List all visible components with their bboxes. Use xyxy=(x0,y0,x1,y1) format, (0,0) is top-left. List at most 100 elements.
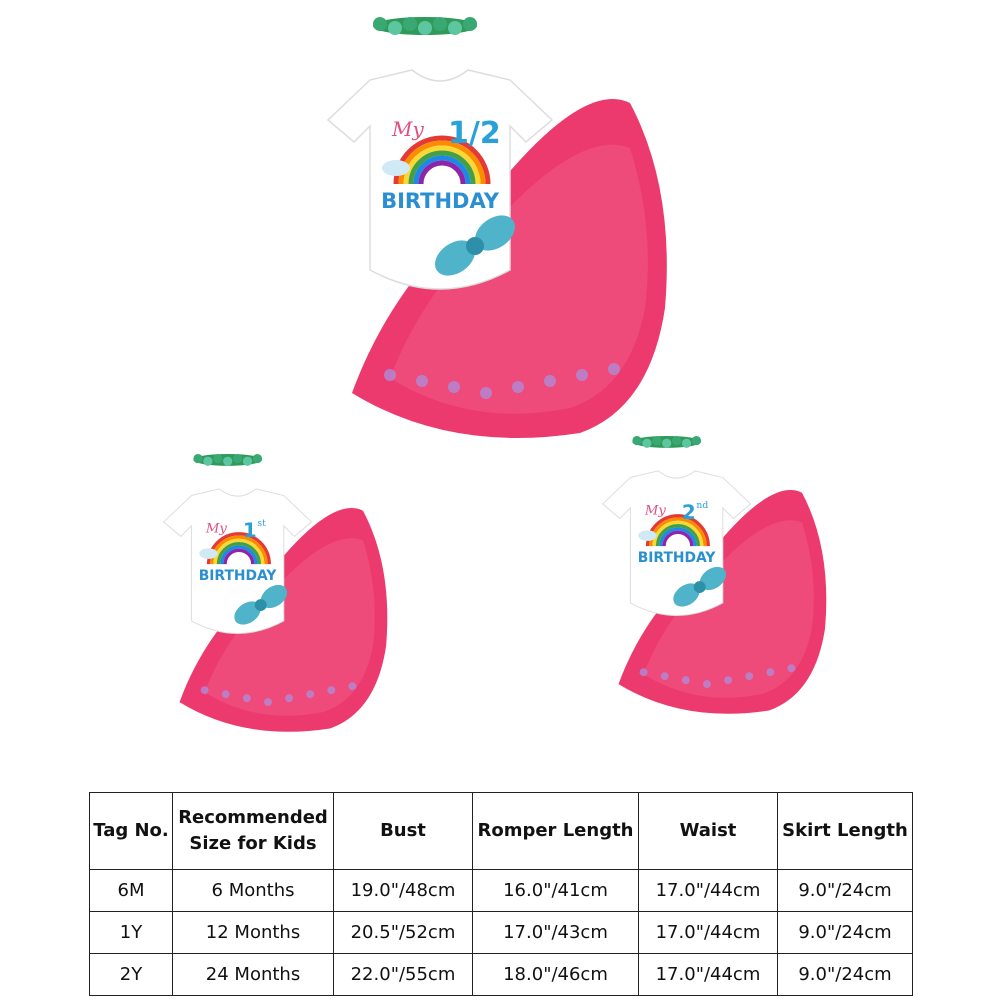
headband-flower xyxy=(632,435,642,446)
table-cell: 9.0"/24cm xyxy=(777,869,913,912)
headband-flower xyxy=(193,453,203,464)
table-row: 1Y 12 Months 20.5"/52cm 17.0"/43cm 17.0"/44c… xyxy=(89,911,913,954)
table-cell: 6 Months xyxy=(172,869,334,912)
tutu-butterfly xyxy=(766,668,775,677)
rainbow-arc xyxy=(216,542,262,565)
romper-word: BIRTHDAY xyxy=(381,189,500,213)
tutu-butterfly xyxy=(221,690,230,699)
tutu-butterfly xyxy=(416,375,428,387)
headband-flower xyxy=(388,21,402,35)
table-cell: 16.0"/41cm xyxy=(472,869,639,912)
table-body: 6M 6 Months 19.0"/48cm 16.0"/41cm 17.0"/44cm… xyxy=(89,869,913,996)
table-cell: 1Y xyxy=(89,911,173,954)
cloud xyxy=(638,530,657,541)
romper-suffix: nd xyxy=(696,500,708,511)
table-cell: 18.0"/46cm xyxy=(472,953,639,996)
bow-right xyxy=(699,566,727,591)
tutu-butterfly xyxy=(639,668,648,677)
table-cell: 17.0"/44cm xyxy=(638,953,778,996)
tutu-butterfly xyxy=(327,686,336,695)
headband-flower xyxy=(252,453,263,464)
tutu-layer xyxy=(390,144,648,414)
bow-knot xyxy=(466,237,484,255)
bow-right xyxy=(475,215,515,251)
tutu-layer xyxy=(204,538,375,716)
tutu-layer xyxy=(643,520,814,698)
header-cell: Bust xyxy=(333,792,473,870)
header-cell: Waist xyxy=(638,792,778,870)
headband-flower xyxy=(691,435,702,446)
headband-flower xyxy=(642,438,652,448)
table-cell: 17.0"/43cm xyxy=(472,911,639,954)
headband-flower xyxy=(463,17,477,31)
cloud xyxy=(199,548,218,559)
header-cell: Recommended Size for Kids xyxy=(172,792,334,870)
table-row: 2Y 24 Months 22.0"/55cm 18.0"/46cm 17.0"/44c… xyxy=(89,953,913,996)
header-cell: Skirt Length xyxy=(777,792,913,870)
tutu-butterfly xyxy=(448,381,460,393)
bow-left xyxy=(435,240,475,276)
bow-left xyxy=(234,601,261,625)
bow-knot xyxy=(254,599,267,612)
table-cell: 17.0"/44cm xyxy=(638,911,778,954)
romper-label: My xyxy=(644,503,667,518)
headband-flower xyxy=(671,435,682,446)
romper-word: BIRTHDAY xyxy=(199,568,278,584)
headband-flower xyxy=(213,453,223,464)
rainbow-arc xyxy=(408,150,476,185)
romper-number: 2 xyxy=(682,501,696,524)
romper-label: My xyxy=(205,521,228,536)
headband-flower xyxy=(223,456,233,466)
tutu-butterfly xyxy=(544,375,556,387)
tutu-butterfly xyxy=(724,676,733,685)
tutu-butterfly xyxy=(264,698,272,707)
headband-flower xyxy=(203,456,213,466)
headband-flower xyxy=(433,17,447,31)
tutu-butterfly xyxy=(285,694,294,703)
outfit: My 1 st BIRTHDAY xyxy=(162,453,388,732)
romper-label: My xyxy=(391,117,424,141)
header-cell: Romper Length xyxy=(472,792,639,870)
header-row: Tag No. Recommended Size for Kids Bust Romp… xyxy=(89,792,913,870)
tutu-butterfly xyxy=(348,682,357,691)
tutu-butterfly xyxy=(745,672,754,681)
table-cell: 17.0"/44cm xyxy=(638,869,778,912)
tutu-butterfly xyxy=(660,672,669,681)
outfit: My 2 nd BIRTHDAY xyxy=(601,435,827,714)
outfit: My 1/2 BIRTHDAY xyxy=(326,17,667,438)
headband-flower xyxy=(652,435,662,446)
tutu-butterfly xyxy=(787,664,796,673)
romper-number: 1 xyxy=(243,519,257,542)
product-illustration: My 1/2 BIRTHDAY My 1 st BIRTHDAY My 2 nd BIRTHDAY xyxy=(162,17,827,732)
tutu-butterfly xyxy=(703,680,711,689)
tutu-butterfly xyxy=(681,676,690,685)
table-cell: 9.0"/24cm xyxy=(777,911,913,954)
tutu-butterfly xyxy=(608,363,620,375)
rainbow-arc xyxy=(655,524,701,547)
headband-flower xyxy=(681,438,692,448)
headband-flower xyxy=(403,17,417,31)
headband-flower xyxy=(373,17,387,31)
table-row: 6M 6 Months 19.0"/48cm 16.0"/41cm 17.0"/44cm… xyxy=(89,869,913,912)
tutu-butterfly xyxy=(306,690,315,699)
table-cell: 12 Months xyxy=(172,911,334,954)
rainbow-arc xyxy=(659,527,697,547)
table-cell: 20.5"/52cm xyxy=(333,911,473,954)
table-cell: 9.0"/24cm xyxy=(777,953,913,996)
header-cell: Tag No. xyxy=(89,792,173,870)
rainbow-arc xyxy=(413,155,471,185)
cloud xyxy=(382,160,410,176)
headband-flower xyxy=(448,21,462,35)
table-cell: 6M xyxy=(89,869,173,912)
table-cell: 24 Months xyxy=(172,953,334,996)
rainbow-arc xyxy=(662,530,694,547)
bow-knot xyxy=(693,581,706,594)
table-cell: 2Y xyxy=(89,953,173,996)
bow-right xyxy=(260,584,288,609)
headband-flower xyxy=(232,453,243,464)
bow-left xyxy=(673,583,700,607)
romper-word: BIRTHDAY xyxy=(638,550,717,566)
tutu-butterfly xyxy=(512,381,524,393)
size-table: Tag No. Recommended Size for Kids Bust Romp… xyxy=(89,792,913,996)
